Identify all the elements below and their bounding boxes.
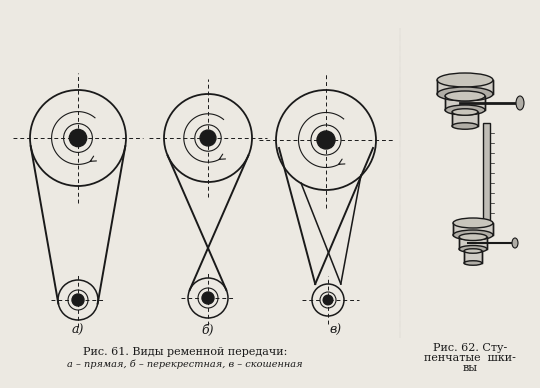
FancyBboxPatch shape bbox=[483, 123, 490, 223]
Circle shape bbox=[317, 131, 335, 149]
Text: а – прямая, б – перекрестная, в – скошенная: а – прямая, б – перекрестная, в – скошен… bbox=[67, 359, 303, 369]
Ellipse shape bbox=[437, 87, 493, 101]
Ellipse shape bbox=[464, 261, 482, 265]
Text: пенчатые  шки-: пенчатые шки- bbox=[424, 353, 516, 363]
FancyBboxPatch shape bbox=[459, 237, 487, 249]
Ellipse shape bbox=[437, 73, 493, 87]
Circle shape bbox=[323, 295, 333, 305]
Ellipse shape bbox=[512, 238, 518, 248]
FancyBboxPatch shape bbox=[437, 80, 493, 94]
Ellipse shape bbox=[453, 230, 493, 240]
Text: Рис. 62. Сту-: Рис. 62. Сту- bbox=[433, 343, 507, 353]
Text: а): а) bbox=[72, 324, 84, 336]
Circle shape bbox=[72, 294, 84, 306]
Text: Рис. 61. Виды ременной передачи:: Рис. 61. Виды ременной передачи: bbox=[83, 347, 287, 357]
Circle shape bbox=[69, 129, 86, 147]
FancyBboxPatch shape bbox=[452, 112, 478, 126]
Text: вы: вы bbox=[462, 363, 477, 373]
Circle shape bbox=[202, 292, 214, 304]
Ellipse shape bbox=[459, 246, 487, 253]
Ellipse shape bbox=[459, 234, 487, 241]
FancyBboxPatch shape bbox=[445, 96, 485, 110]
Ellipse shape bbox=[453, 218, 493, 228]
Ellipse shape bbox=[516, 96, 524, 110]
FancyBboxPatch shape bbox=[464, 251, 482, 263]
Ellipse shape bbox=[452, 109, 478, 115]
Ellipse shape bbox=[452, 123, 478, 129]
Text: в): в) bbox=[330, 324, 342, 336]
Ellipse shape bbox=[445, 91, 485, 101]
Ellipse shape bbox=[445, 105, 485, 115]
FancyBboxPatch shape bbox=[453, 223, 493, 235]
Circle shape bbox=[200, 130, 216, 146]
Text: б): б) bbox=[202, 324, 214, 336]
Ellipse shape bbox=[464, 249, 482, 253]
